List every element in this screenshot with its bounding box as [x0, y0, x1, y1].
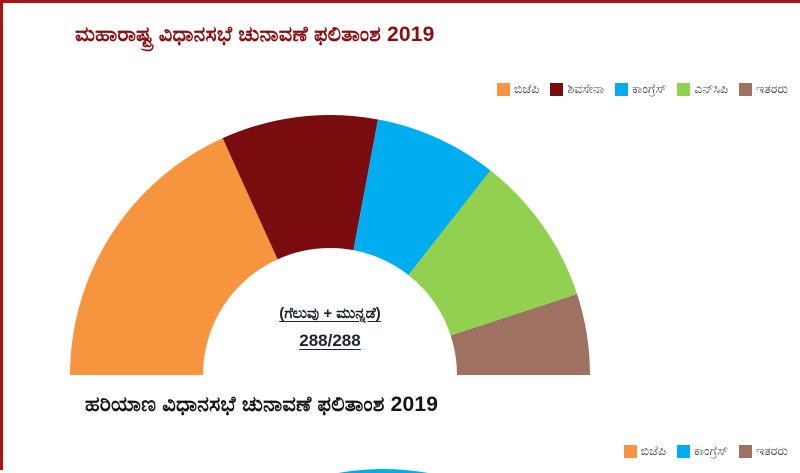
center-total-value: 288/288 [220, 331, 440, 351]
legend-swatch-haryana-0 [624, 445, 637, 458]
legend-item-haryana-0[interactable]: ಬಿಜೆಪಿ [624, 444, 666, 459]
legend-item-haryana-1[interactable]: ಕಾಂಗ್ರೆಸ್ [677, 444, 728, 459]
legend-swatch-haryana-1 [677, 445, 690, 458]
legend-label-haryana-0: ಬಿಜೆಪಿ [641, 444, 666, 459]
legend-item-haryana-2[interactable]: ಇತರರು [739, 444, 788, 459]
legend-haryana: ಬಿಜೆಪಿ ಕಾಂಗ್ರೆಸ್ ಇತರರು [624, 444, 788, 459]
chart-title-haryana: ಹರಿಯಾಣ ವಿಧಾನಸಭೆ ಚುನಾವಣೆ ಫಲಿತಾಂಶ 2019 [85, 393, 438, 417]
legend-swatch-haryana-2 [739, 445, 752, 458]
center-total-caption: (ಗೆಲುವು + ಮುನ್ನಡೆ) [220, 305, 440, 322]
donut-center-label: (ಗೆಲುವು + ಮುನ್ನಡೆ) 288/288 [220, 305, 440, 351]
legend-label-haryana-1: ಕಾಂಗ್ರೆಸ್ [694, 444, 728, 459]
legend-label-haryana-2: ಇತರರು [756, 444, 788, 459]
